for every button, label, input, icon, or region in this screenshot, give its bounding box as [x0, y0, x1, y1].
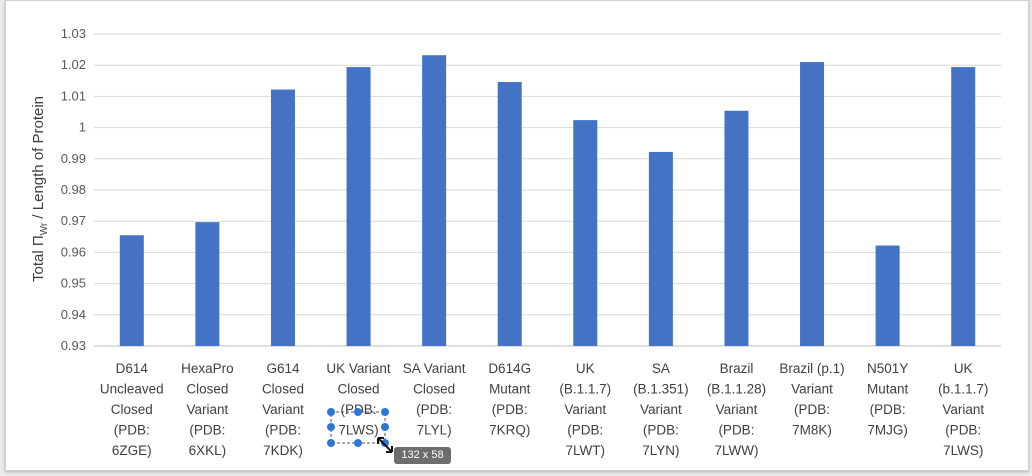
bar[interactable] — [119, 235, 144, 346]
y-tick-label: 0.95 — [61, 276, 86, 291]
bar[interactable] — [270, 89, 295, 346]
bar[interactable] — [422, 55, 447, 346]
gridlines — [94, 33, 1001, 347]
resize-handle[interactable] — [381, 408, 389, 416]
resize-handle[interactable] — [327, 408, 335, 416]
x-category-label: D614G Mutant (PDB: 7KRQ) — [488, 361, 531, 438]
x-axis-categories: D614 Uncleaved Closed (PDB: 6ZGE) HexaPro Clos… — [100, 361, 988, 458]
bar[interactable] — [195, 222, 220, 346]
x-category-label: SA Variant Closed (PDB: 7LYL) — [403, 361, 466, 438]
bar-chart: 0.93 0.94 0.95 0.96 0.97 0.98 0.99 1 1.01 1.02 1.0… — [30, 26, 1001, 458]
y-tick-label: 0.97 — [61, 213, 86, 228]
text-box-selection[interactable] — [327, 408, 393, 453]
y-tick-label: 1.02 — [61, 57, 86, 72]
x-category-label: UK (b.1.1.7) Variant (PDB: 7LWS) — [938, 361, 988, 458]
bar[interactable] — [724, 110, 749, 346]
y-axis-ticks: 0.93 0.94 0.95 0.96 0.97 0.98 0.99 1 1.01 1.02 1.0… — [61, 26, 86, 353]
y-tick-label: 0.99 — [61, 151, 86, 166]
size-badge: 132 x 58 — [394, 447, 451, 464]
x-category-label: D614 Uncleaved Closed (PDB: 6ZGE) — [100, 361, 164, 458]
resize-handle[interactable] — [381, 423, 389, 431]
x-category-label: N501Y Mutant (PDB: 7MJG) — [867, 361, 909, 438]
bar[interactable] — [951, 67, 976, 347]
bar[interactable] — [346, 67, 371, 347]
x-category-label: Brazil (p.1) Variant (PDB: 7M8K) — [779, 361, 844, 438]
resize-handle[interactable] — [327, 423, 335, 431]
y-tick-label: 1.03 — [61, 26, 86, 41]
bar[interactable] — [497, 82, 522, 346]
y-tick-label: 1.01 — [61, 88, 86, 103]
resize-handle[interactable] — [354, 439, 362, 447]
resize-handle[interactable] — [354, 408, 362, 416]
x-category-label: Brazil (B.1.1.28) Variant (PDB: 7LWW) — [707, 361, 766, 458]
bars[interactable] — [119, 55, 976, 347]
x-category-label: SA (B.1.351) Variant (PDB: 7LYN) — [633, 361, 689, 458]
resize-handle[interactable] — [381, 439, 389, 447]
resize-cursor-icon — [377, 437, 393, 453]
x-category-label: HexaPro Closed Variant (PDB: 6XKL) — [181, 361, 234, 458]
bar[interactable] — [573, 120, 598, 346]
y-tick-label: 0.93 — [61, 338, 86, 353]
y-tick-label: 1 — [79, 120, 86, 135]
bar[interactable] — [875, 245, 900, 346]
x-category-label: G614 Closed Variant (PDB: 7KDK) — [262, 361, 304, 458]
bar[interactable] — [800, 62, 825, 346]
y-tick-label: 0.96 — [61, 244, 86, 259]
resize-handle[interactable] — [327, 439, 335, 447]
x-category-label: UK (B.1.1.7) Variant (PDB: 7LWT) — [559, 361, 611, 458]
chart-area: 0.93 0.94 0.95 0.96 0.97 0.98 0.99 1 1.01 1.02 1.0… — [5, 0, 1029, 471]
y-tick-label: 0.94 — [61, 307, 86, 322]
bar[interactable] — [648, 151, 673, 346]
y-tick-label: 0.98 — [61, 182, 86, 197]
y-axis-label: Total ΠWr / Length of Protein — [30, 96, 50, 282]
